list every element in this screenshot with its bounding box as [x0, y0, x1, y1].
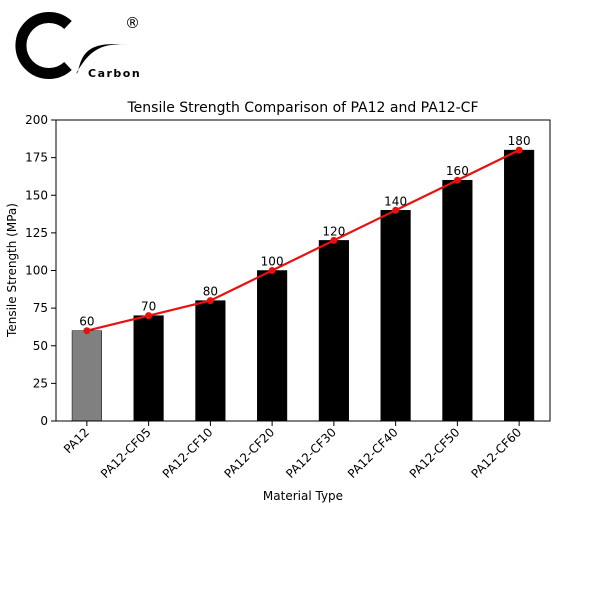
y-axis: 0 25 50 75 100 125 150 175 200	[25, 113, 56, 428]
x-tick-label: PA12-CF60	[469, 425, 525, 481]
y-tick-label: 100	[25, 264, 48, 278]
y-tick-label: 75	[33, 301, 48, 315]
bar-pa12-cf20	[257, 270, 288, 422]
logo-registered-mark: ®	[125, 14, 140, 32]
trend-point	[515, 146, 523, 154]
trend-point	[392, 206, 400, 214]
trend-point	[206, 297, 214, 305]
bar-pa12-cf30	[318, 240, 349, 422]
logo-carbon-word: Carbon	[88, 67, 141, 80]
bar-pa12-cf60	[504, 149, 535, 422]
data-label: 60	[79, 315, 94, 329]
y-tick-label: 0	[40, 414, 48, 428]
x-tick-label: PA12	[61, 425, 92, 456]
logo-f-stem	[76, 44, 128, 74]
y-tick-label: 200	[25, 113, 48, 127]
y-axis-label: Tensile Strength (MPa)	[5, 203, 19, 338]
y-tick-label: 175	[25, 151, 48, 165]
data-labels: 60 70 80 100 120 140 160 180	[79, 134, 530, 329]
data-label: 80	[203, 285, 218, 299]
x-tick-label: PA12-CF20	[222, 425, 278, 481]
plot-frame	[55, 119, 551, 422]
bar-pa12-cf40	[380, 210, 411, 422]
trend-point	[83, 327, 91, 335]
bar-pa12-cf10	[195, 300, 226, 422]
x-tick-label: PA12-CF10	[160, 425, 216, 481]
trend-line	[86, 149, 520, 332]
trend-point	[145, 312, 153, 320]
bar-pa12	[71, 330, 102, 422]
x-tick-label: PA12-CF05	[98, 425, 154, 481]
data-label: 100	[261, 255, 284, 269]
x-tick-label: PA12-CF30	[283, 425, 339, 481]
y-tick-label: 50	[33, 339, 48, 353]
y-tick-label: 25	[33, 376, 48, 390]
data-label: 160	[446, 164, 469, 178]
data-label: 180	[508, 134, 531, 148]
data-label: 120	[322, 224, 345, 238]
y-tick-label: 150	[25, 188, 48, 202]
x-axis-label: Material Type	[263, 489, 343, 503]
bar-pa12-cf05	[133, 315, 164, 422]
trend-point	[268, 267, 276, 274]
data-label: 70	[141, 300, 156, 314]
logo-c-mark	[15, 12, 72, 79]
y-tick-label: 125	[25, 226, 48, 240]
trend-point	[453, 176, 461, 184]
x-tick-label: PA12-CF50	[407, 425, 463, 481]
bar-series	[71, 149, 535, 422]
line-series	[83, 146, 523, 335]
x-axis: PA12 PA12-CF05 PA12-CF10 PA12-CF20 PA12-CF30…	[61, 421, 524, 481]
cf-carbon-logo: ® Carbon	[15, 12, 141, 80]
trend-point	[330, 236, 338, 244]
data-label: 140	[384, 194, 407, 208]
x-tick-label: PA12-CF40	[345, 425, 401, 481]
chart-title: Tensile Strength Comparison of PA12 and …	[126, 100, 478, 116]
bar-pa12-cf50	[442, 179, 473, 422]
